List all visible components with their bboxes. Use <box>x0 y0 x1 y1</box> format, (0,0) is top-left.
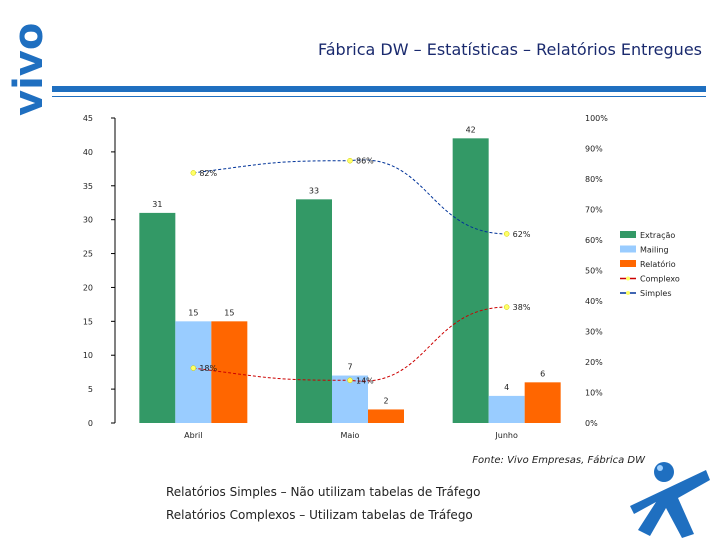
right-tick-label: 30% <box>585 328 603 337</box>
series-line <box>193 306 507 382</box>
bar <box>368 409 404 423</box>
lines-group: 18% 14% 38% 82% 86% 62% <box>190 157 531 385</box>
legend-label: Mailing <box>640 246 669 255</box>
bar <box>211 321 248 423</box>
x-tick-label: Junho <box>494 431 518 440</box>
line-value-label: 14% <box>356 376 374 385</box>
legend-label: Simples <box>640 289 671 298</box>
left-tick-label: 45 <box>83 114 93 123</box>
left-tick-label: 10 <box>83 351 93 360</box>
bar <box>139 212 176 423</box>
bar <box>175 321 212 423</box>
line-point <box>190 365 197 371</box>
left-tick-label: 30 <box>83 216 93 225</box>
bar-value-label: 33 <box>309 186 319 195</box>
legend-label: Relatório <box>640 259 676 269</box>
vivo-logo: vivo <box>6 23 48 116</box>
line-value-label: 82% <box>199 169 217 178</box>
bar <box>332 375 368 423</box>
right-tick-label: 100% <box>585 114 608 123</box>
bar-value-label: 4 <box>504 383 509 392</box>
right-tick-label: 80% <box>585 175 603 184</box>
bar-value-label: 42 <box>466 125 476 134</box>
note-complexos: Relatórios Complexos – Utilizam tabelas … <box>166 508 473 522</box>
vivo-logo-text: vivo <box>6 23 48 116</box>
legend-marker <box>626 276 630 281</box>
x-tick-label: Abril <box>184 431 202 440</box>
bar-value-label: 2 <box>383 396 388 405</box>
line-point <box>347 377 353 384</box>
line-point <box>503 304 510 310</box>
title-rule-thin <box>52 96 706 97</box>
line-value-label: 62% <box>513 230 531 239</box>
x-axis-labels: Abril Maio Junho <box>184 431 518 440</box>
legend-label: Extração <box>640 231 675 240</box>
bar-value-label: 15 <box>188 308 198 317</box>
legend-label: Complexo <box>640 275 680 284</box>
bar <box>296 199 332 423</box>
right-tick-label: 40% <box>585 297 603 306</box>
line-point <box>190 170 197 176</box>
bar-value-label: 6 <box>540 369 545 378</box>
right-tick-label: 20% <box>585 358 603 367</box>
line-value-label: 86% <box>356 157 374 166</box>
left-tick-label: 5 <box>88 385 93 394</box>
right-tick-label: 90% <box>585 145 603 154</box>
left-tick-label: 20 <box>83 283 93 292</box>
bar <box>524 382 561 423</box>
left-tick-label: 0 <box>88 419 93 428</box>
left-tick-label: 15 <box>83 317 93 326</box>
left-tick-label: 40 <box>83 148 93 157</box>
left-tick-label: 25 <box>83 250 93 259</box>
legend-swatch <box>620 231 636 238</box>
line-point <box>347 157 353 164</box>
right-tick-label: 50% <box>585 267 603 276</box>
bar-value-label: 31 <box>152 200 162 209</box>
note-simples: Relatórios Simples – Não utilizam tabela… <box>166 485 481 499</box>
legend-swatch <box>620 260 636 267</box>
line-point <box>503 231 510 237</box>
left-axis: 0 5 10 15 20 25 30 35 40 45 <box>83 114 116 428</box>
right-tick-label: 10% <box>585 389 603 398</box>
right-axis: 0% 10% 20% 30% 40% 50% 60% 70% 80% 90% 100% <box>585 114 608 428</box>
left-tick-label: 35 <box>83 182 93 191</box>
page-title: Fábrica DW – Estatísticas – Relatórios E… <box>318 40 702 59</box>
bar-line-chart: 0 5 10 15 20 25 30 35 40 45 0% 10% 20% 30% 40% 50% 60% 7… <box>83 114 680 440</box>
right-tick-label: 0% <box>585 419 598 428</box>
line-value-label: 18% <box>199 364 217 373</box>
legend: Extração Mailing Relatório Complexo Simples <box>620 231 680 298</box>
right-tick-label: 70% <box>585 206 603 215</box>
series-line <box>193 159 507 235</box>
x-tick-label: Maio <box>341 431 360 440</box>
legend-swatch <box>620 245 636 253</box>
bar <box>488 395 525 423</box>
bar-value-label: 15 <box>224 308 234 317</box>
bar <box>452 138 489 424</box>
bar-value-label: 7 <box>347 363 352 372</box>
right-tick-label: 60% <box>585 236 603 245</box>
chart-panel: 0 5 10 15 20 25 30 35 40 45 0% 10% 20% 30% 40% 50% 60% 7… <box>75 103 687 453</box>
title-rule <box>52 86 706 92</box>
legend-marker <box>626 291 630 295</box>
line-value-label: 38% <box>513 303 531 312</box>
mascot-figure-icon <box>630 462 710 538</box>
source-caption: Fonte: Vivo Empresas, Fábrica DW <box>472 455 645 466</box>
